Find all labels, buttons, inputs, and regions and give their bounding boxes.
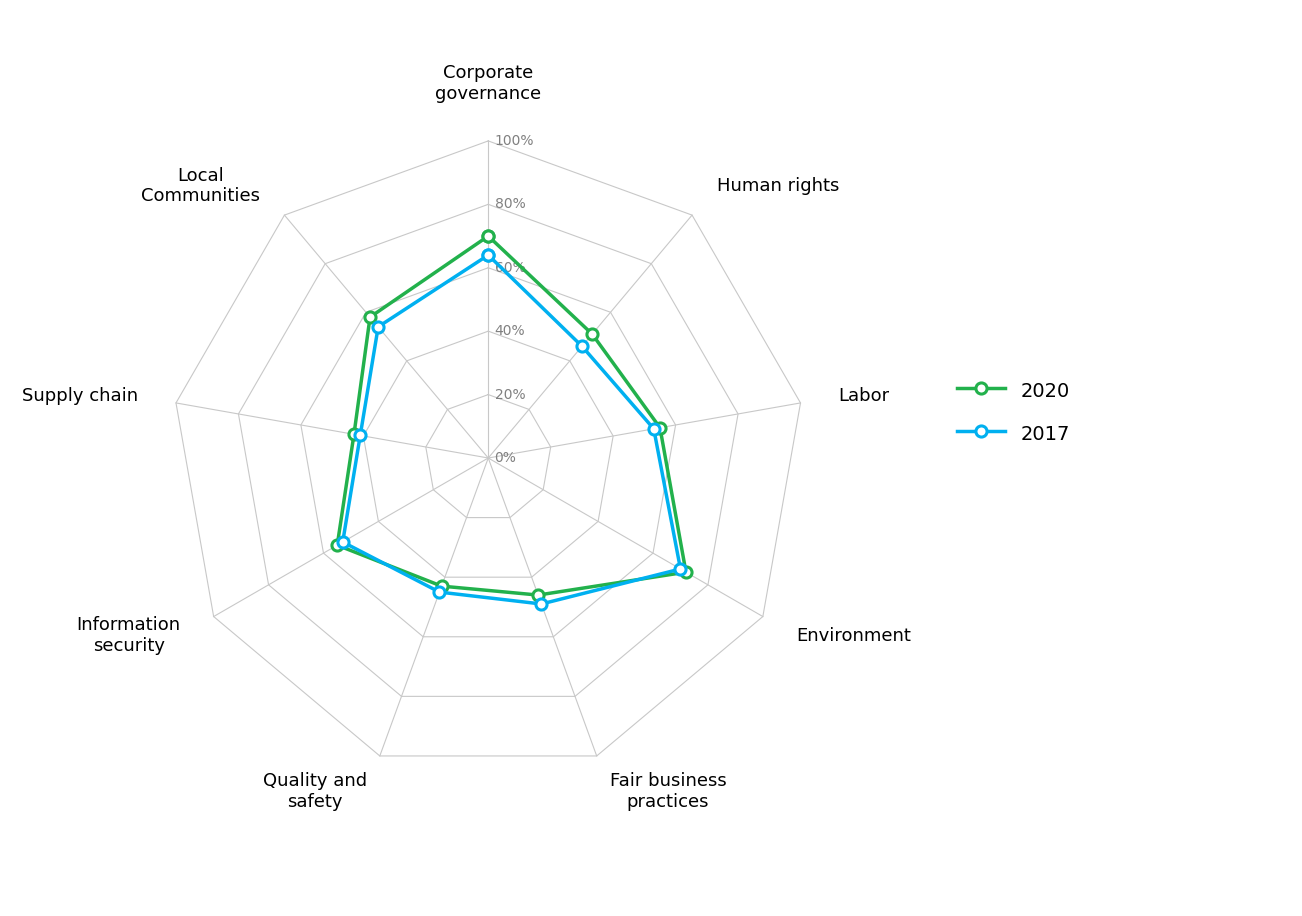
Text: 40%: 40% <box>495 324 525 338</box>
Text: Human rights: Human rights <box>716 177 838 195</box>
Text: 100%: 100% <box>495 134 534 147</box>
Text: Labor: Labor <box>838 387 889 406</box>
Text: 80%: 80% <box>495 197 525 212</box>
Text: 60%: 60% <box>495 261 525 275</box>
Text: Supply chain: Supply chain <box>22 387 138 406</box>
Legend: 2020, 2017: 2020, 2017 <box>947 369 1081 455</box>
Text: Local
Communities: Local Communities <box>141 167 260 205</box>
Text: Information
security: Information security <box>77 616 181 655</box>
Text: 20%: 20% <box>495 387 525 401</box>
Text: Fair business
practices: Fair business practices <box>609 772 727 811</box>
Text: Corporate
governance: Corporate governance <box>435 64 542 103</box>
Text: Quality and
safety: Quality and safety <box>263 772 367 811</box>
Text: 0%: 0% <box>495 451 517 465</box>
Text: Environment: Environment <box>796 627 910 645</box>
